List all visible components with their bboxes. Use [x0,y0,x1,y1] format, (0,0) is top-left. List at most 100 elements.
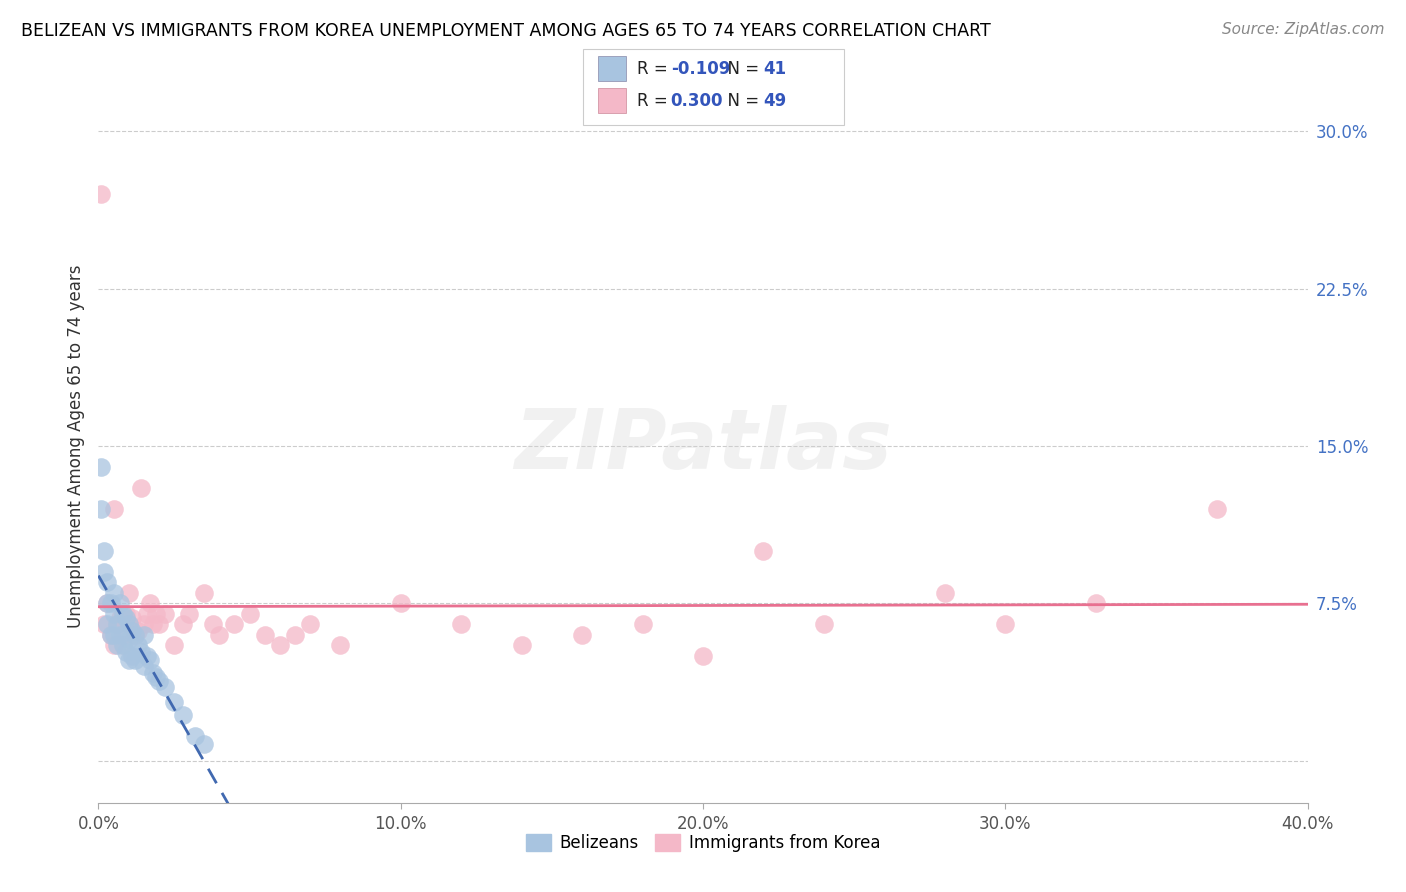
Point [108,596,131,610]
Text: -0.109: -0.109 [671,60,730,78]
Point [96,617,118,632]
Point [124,628,146,642]
Point [135,607,157,621]
Point [93,544,115,558]
Point [1085,596,1108,610]
Point [142,617,165,632]
Point [139,596,162,610]
Point [121,648,143,663]
Point [90,460,112,475]
Point [132,659,155,673]
Point [121,611,143,625]
Point [111,639,134,653]
Point [284,628,307,642]
Text: Source: ZipAtlas.com: Source: ZipAtlas.com [1222,22,1385,37]
Point [90,187,112,202]
Point [571,628,593,642]
Point [118,617,141,632]
Point [114,645,136,659]
Point [100,596,122,610]
Point [127,624,149,638]
Point [224,617,246,632]
Point [111,628,134,642]
Point [124,628,146,642]
Point [103,628,125,642]
Point [163,695,186,709]
Point [96,596,118,610]
Point [93,617,115,632]
Point [114,611,136,625]
Point [96,575,118,590]
Point [510,639,533,653]
Text: N =: N = [717,60,765,78]
Point [193,586,215,600]
Point [450,617,472,632]
Point [100,628,122,642]
Point [105,617,128,632]
Point [121,624,143,638]
Point [118,586,141,600]
Point [202,617,225,632]
Point [111,607,134,621]
Point [193,737,215,751]
Point [179,607,201,621]
Point [269,639,291,653]
Point [90,502,112,516]
Text: ZIPatlas: ZIPatlas [515,406,891,486]
Point [153,607,176,621]
Text: 41: 41 [763,60,786,78]
Point [145,670,167,684]
Point [108,628,131,642]
Point [118,617,141,632]
Point [253,628,276,642]
Point [132,628,155,642]
Point [93,565,115,579]
Point [1206,502,1229,516]
Point [934,586,956,600]
Point [299,617,322,632]
Point [172,707,194,722]
Point [142,665,165,680]
Point [103,586,125,600]
Point [129,481,152,495]
Point [994,617,1017,632]
Legend: Belizeans, Immigrants from Korea: Belizeans, Immigrants from Korea [519,827,887,859]
Point [329,639,352,653]
Point [132,617,155,632]
Point [135,648,157,663]
Point [813,617,835,632]
Point [389,596,412,610]
Point [127,639,149,653]
Point [692,648,714,663]
Point [752,544,775,558]
Point [145,607,167,621]
Point [153,681,176,695]
Point [103,502,125,516]
Point [148,617,170,632]
Point [129,645,152,659]
Point [163,639,186,653]
Point [118,653,141,667]
Point [103,607,125,621]
Point [105,617,128,632]
Point [103,639,125,653]
Point [239,607,262,621]
Point [184,729,207,743]
Y-axis label: Unemployment Among Ages 65 to 74 years: Unemployment Among Ages 65 to 74 years [66,264,84,628]
Text: R =: R = [637,60,673,78]
Point [111,639,134,653]
Text: R =: R = [637,92,673,110]
Point [124,653,146,667]
Point [114,607,136,621]
Point [631,617,654,632]
Point [108,611,131,625]
Point [172,617,194,632]
Text: 0.300: 0.300 [671,92,723,110]
Point [96,596,118,610]
Point [208,628,231,642]
Point [100,628,122,642]
Point [148,674,170,689]
Point [139,653,162,667]
Point [105,639,128,653]
Text: N =: N = [717,92,765,110]
